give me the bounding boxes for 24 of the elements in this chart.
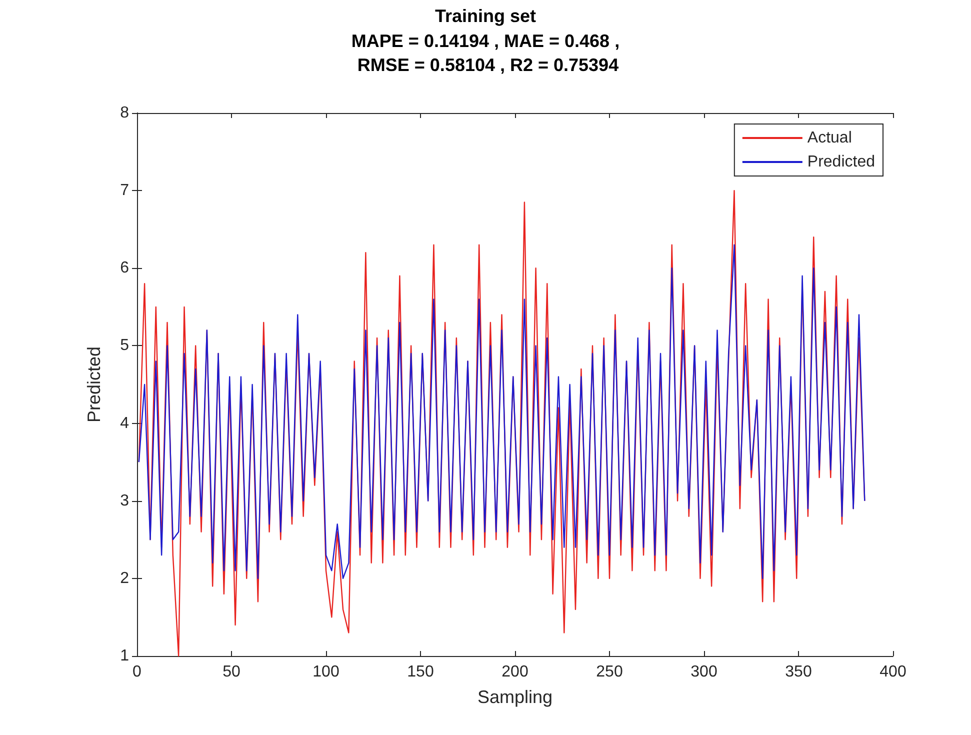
x-tick-label: 350	[785, 664, 812, 680]
x-tick-label: 100	[312, 664, 340, 680]
legend-label: Predicted	[807, 154, 875, 170]
x-tick-label: 150	[407, 664, 434, 680]
y-tick-label: 8	[120, 104, 130, 122]
y-tick-label: 2	[120, 570, 130, 587]
x-tick-label: 0	[132, 664, 142, 680]
x-tick-label: 250	[596, 664, 623, 680]
x-tick-label: 300	[690, 664, 718, 680]
x-axis-title: Sampling	[477, 687, 553, 707]
x-tick-label: 50	[222, 664, 240, 680]
y-tick-label: 3	[120, 492, 130, 510]
y-tick-label: 1	[120, 648, 130, 664]
x-tick-label: 400	[880, 664, 906, 680]
chart-title: Training set	[434, 6, 536, 26]
x-tick-label: 200	[502, 664, 528, 680]
legend-label: Actual	[807, 130, 852, 146]
y-tick-label: 4	[120, 414, 130, 432]
y-axis-title: Predicted	[84, 346, 104, 423]
chart-subtitle: MAPE = 0.14194 , MAE = 0.468 , RMSE = 0.58104 , R2 = 0.75394	[351, 31, 620, 75]
y-tick-label: 6	[120, 260, 130, 277]
line-series	[138, 244, 866, 580]
y-tick-label: 5	[120, 337, 130, 354]
y-tick-label: 7	[120, 182, 130, 200]
